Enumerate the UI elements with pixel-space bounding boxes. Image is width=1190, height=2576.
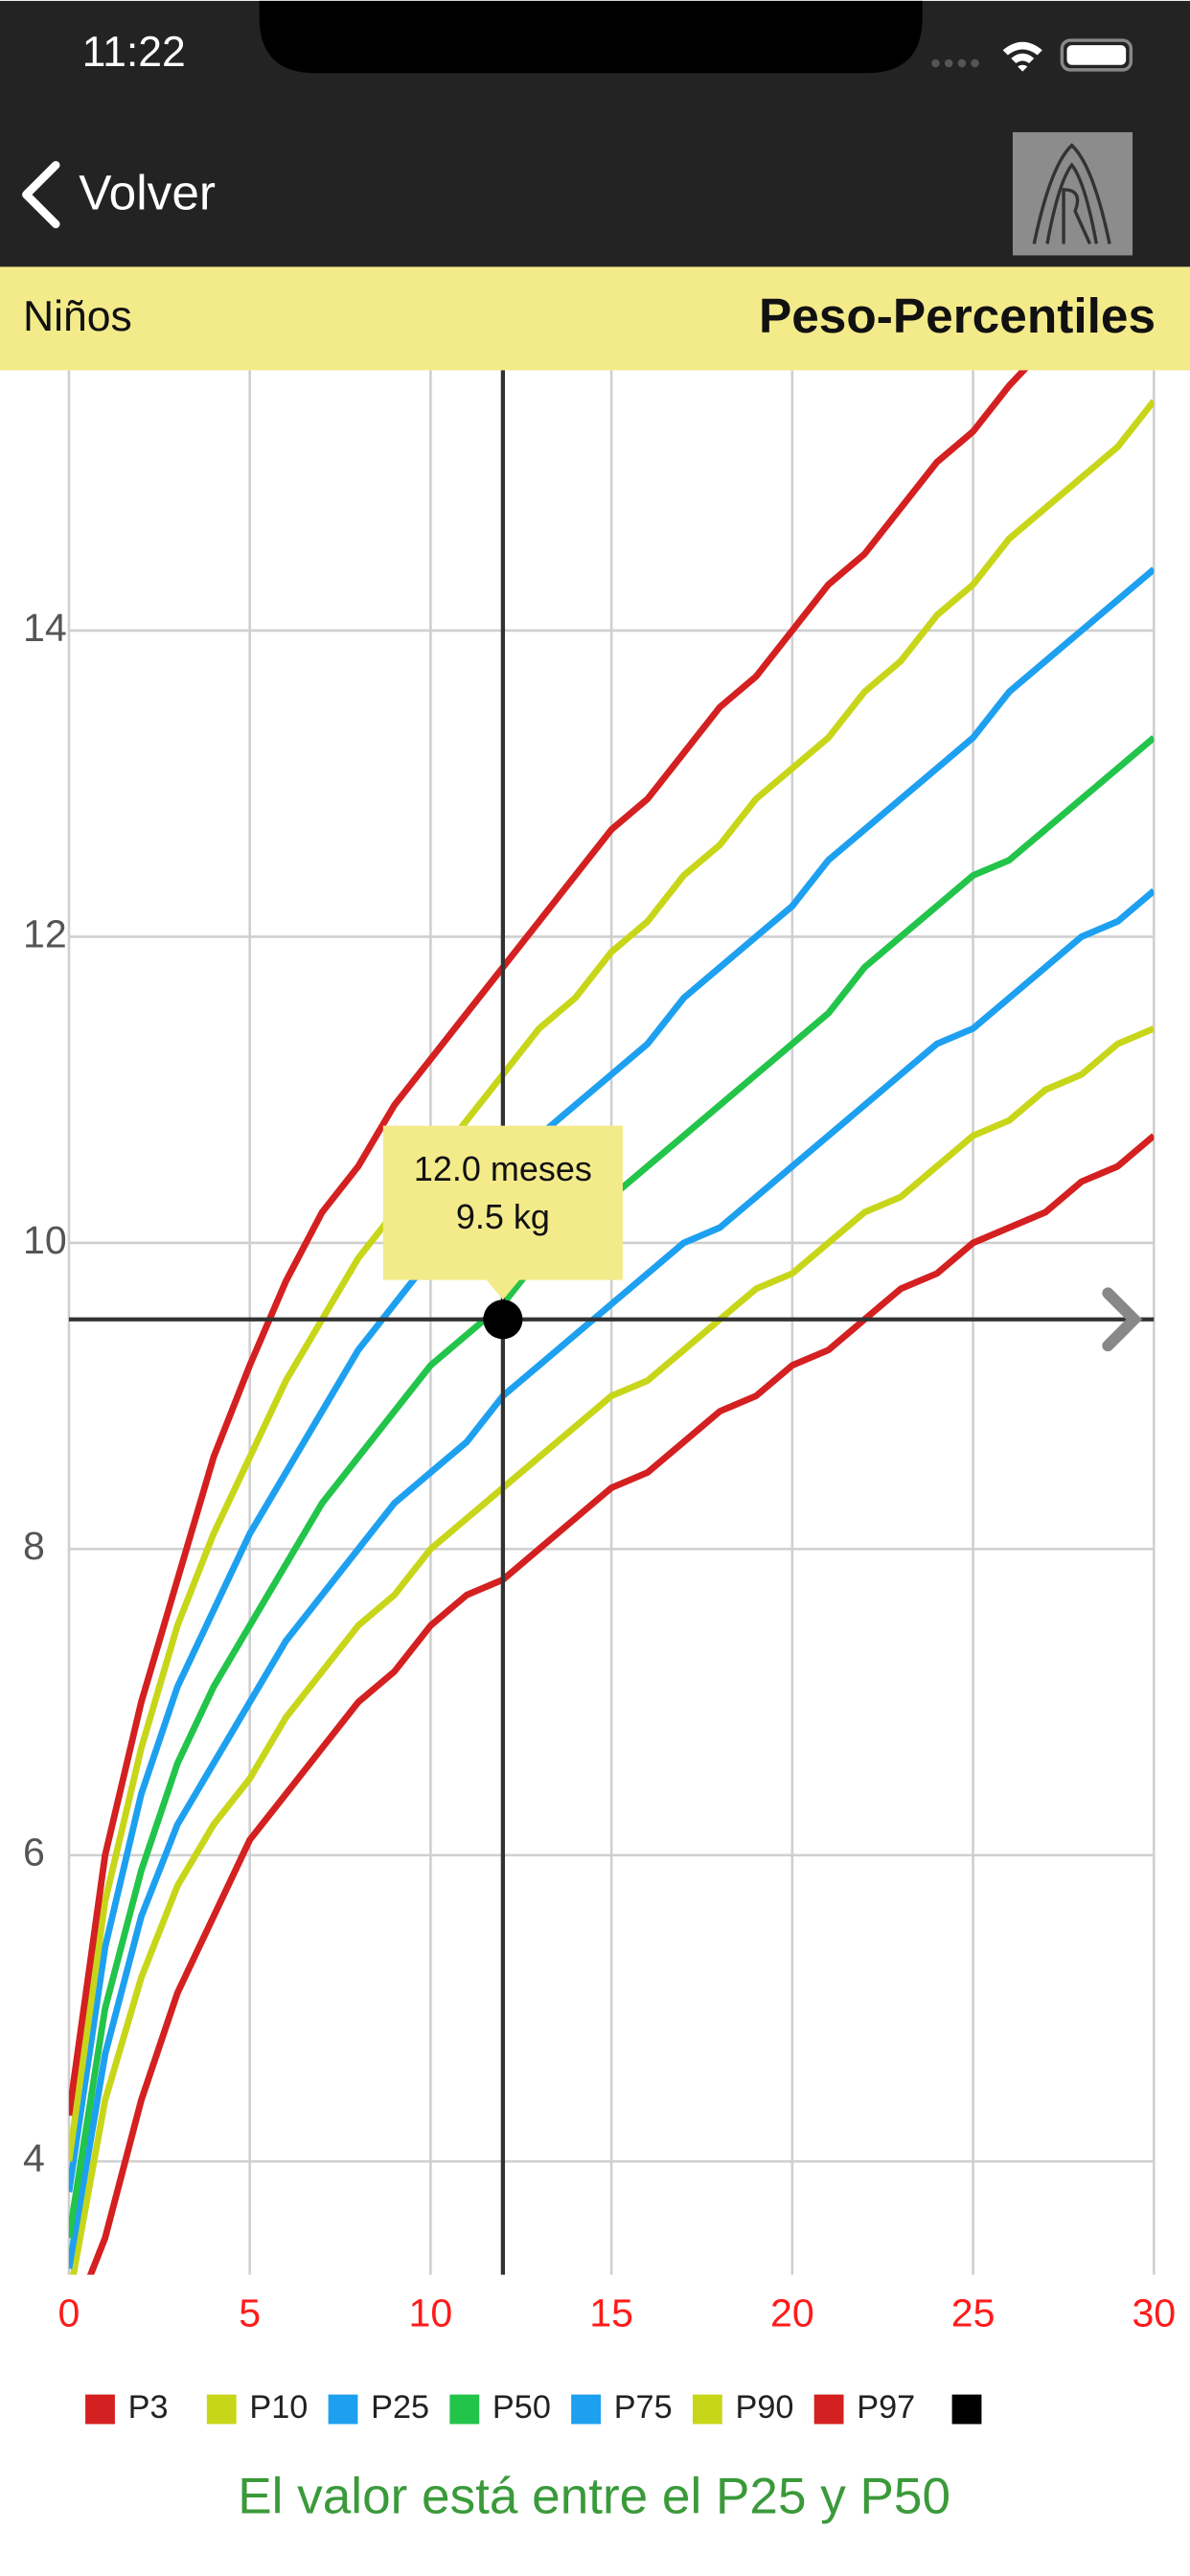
- series-line: [68, 399, 1155, 2162]
- header-title: Peso-Percentiles: [759, 288, 1156, 343]
- tooltip: [382, 1125, 623, 1300]
- status-icons: [931, 38, 1133, 72]
- crosshair-arrow: [1102, 1287, 1143, 1352]
- legend-label: P75: [614, 2389, 673, 2426]
- y-tick-label: 10: [23, 1218, 67, 1262]
- y-tick-label: 14: [23, 606, 67, 650]
- header-left: Niños: [23, 293, 132, 340]
- legend-label: P25: [371, 2389, 429, 2426]
- legend-swatch: [951, 2394, 982, 2425]
- legend-label: P97: [857, 2389, 915, 2426]
- legend-swatch: [692, 2394, 722, 2425]
- legend-swatch: [328, 2394, 358, 2425]
- legend-swatch: [571, 2394, 601, 2425]
- status-time: 11:22: [82, 29, 186, 76]
- series-line: [68, 887, 1155, 2269]
- value-marker: [483, 1300, 523, 1340]
- legend-swatch: [206, 2394, 237, 2425]
- legend-label: P90: [735, 2389, 793, 2426]
- legend-swatch: [85, 2394, 115, 2425]
- series-line: [68, 566, 1155, 2193]
- y-tick-label: 4: [23, 2136, 45, 2180]
- x-tick-label: 30: [1132, 2290, 1176, 2334]
- tooltip-line: 9.5 kg: [456, 1197, 550, 1236]
- x-tick-label: 20: [770, 2290, 814, 2334]
- tooltip-line: 12.0 meses: [414, 1149, 592, 1188]
- series-line: [68, 370, 1029, 2116]
- notch: [259, 0, 923, 74]
- legend-label: P3: [128, 2389, 169, 2426]
- footer-message: El valor está entre el P25 y P50: [238, 2468, 950, 2524]
- legend-swatch: [449, 2394, 480, 2425]
- plot: 4 6 8 10 12 14 0 5 10 15 20 25 30 12.0 meses 9.5 kg P3 P…: [23, 370, 1176, 2426]
- x-tick-label: 0: [58, 2290, 80, 2334]
- back-button[interactable]: Volver: [22, 160, 216, 229]
- legend-label: P10: [249, 2389, 308, 2426]
- y-tick-label: 8: [23, 1524, 45, 1568]
- series-line: [70, 1025, 1155, 2275]
- x-tick-label: 25: [951, 2290, 995, 2334]
- x-tick-label: 5: [239, 2290, 261, 2334]
- y-tick-label: 6: [23, 1830, 45, 1874]
- logo[interactable]: [1012, 131, 1133, 256]
- legend-swatch: [813, 2394, 844, 2425]
- legend-label: P50: [492, 2389, 551, 2426]
- series-line: [86, 1133, 1155, 2275]
- header-bar: [0, 266, 1190, 371]
- x-tick-label: 15: [589, 2290, 633, 2334]
- x-tick-label: 10: [409, 2290, 453, 2334]
- y-tick-label: 12: [23, 911, 67, 955]
- back-label[interactable]: Volver: [79, 164, 216, 219]
